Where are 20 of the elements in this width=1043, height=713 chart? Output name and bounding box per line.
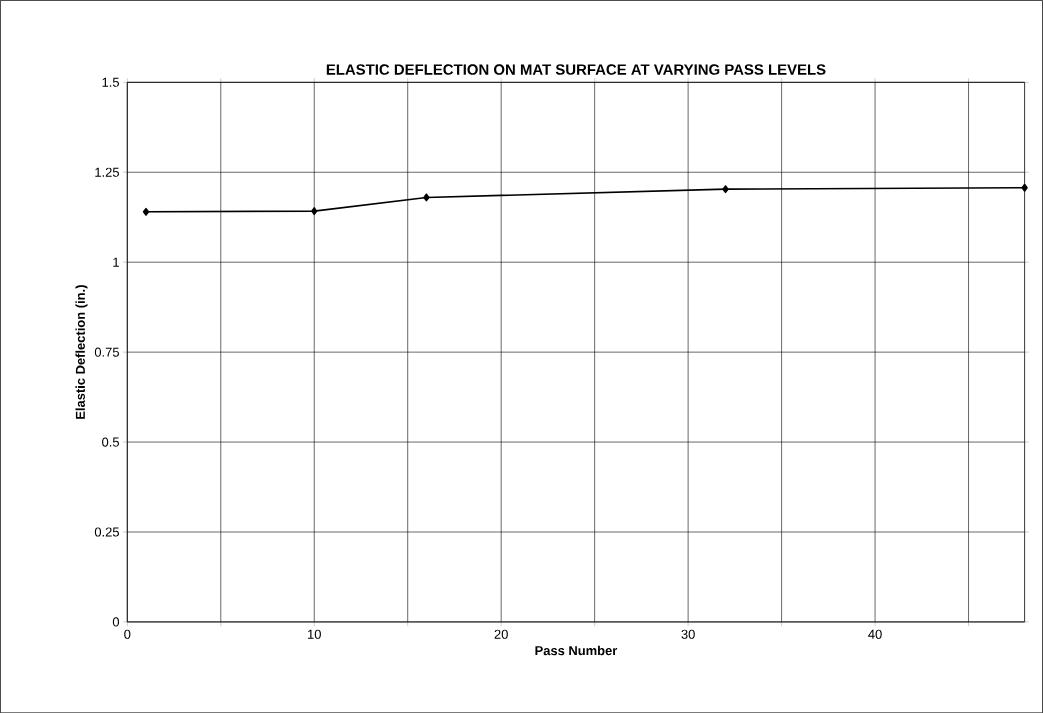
point [142,207,150,216]
y-tick-label: 0 [112,617,120,627]
x-tick-label: 0 [124,629,131,639]
x-tick-label: 10 [308,629,321,639]
x-tick-label: 40 [868,629,882,639]
y-tick-label: 1.25 [95,167,119,177]
x-tick-label: 30 [681,629,695,639]
y-tick-label: 1.5 [102,77,119,87]
x-axis-title: Pass Number [535,645,618,656]
point [311,207,318,215]
point [423,193,430,202]
y-tick-label: 0.5 [102,437,119,447]
chart-title: ELASTIC DEFLECTION ON MAT SURFACE AT VARYING PASS LEVELS [326,64,826,75]
point [1021,183,1028,192]
y-tick-label: 1 [113,257,119,267]
y-axis-title: Elastic Deflection (in.) [75,285,88,419]
point [722,185,729,194]
y-tick-label: 0.75 [94,347,119,357]
y-tick-label: 0.25 [94,527,119,537]
x-tick-label: 20 [494,629,508,639]
